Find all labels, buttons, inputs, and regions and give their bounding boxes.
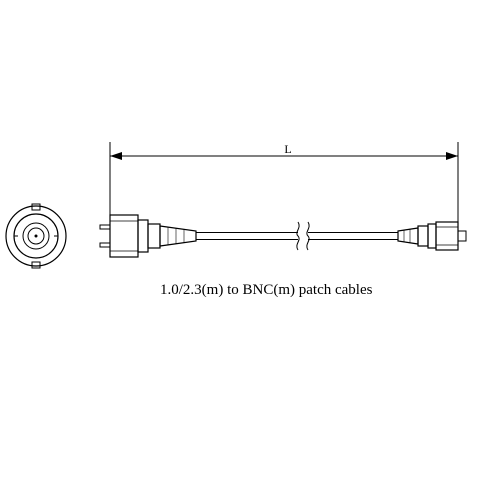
- bnc-front-view: [6, 204, 66, 268]
- cable-diagram: L: [0, 0, 500, 500]
- cable-left: [196, 233, 298, 240]
- dimension-line: L: [110, 142, 458, 222]
- caption-text: 1.0/2.3(m) to BNC(m) patch cables: [160, 282, 372, 299]
- bnc-side-body: [100, 215, 196, 257]
- break-symbol: [297, 222, 309, 250]
- cable-right: [308, 233, 398, 240]
- dimension-label: L: [284, 142, 291, 156]
- small-connector: [398, 222, 466, 250]
